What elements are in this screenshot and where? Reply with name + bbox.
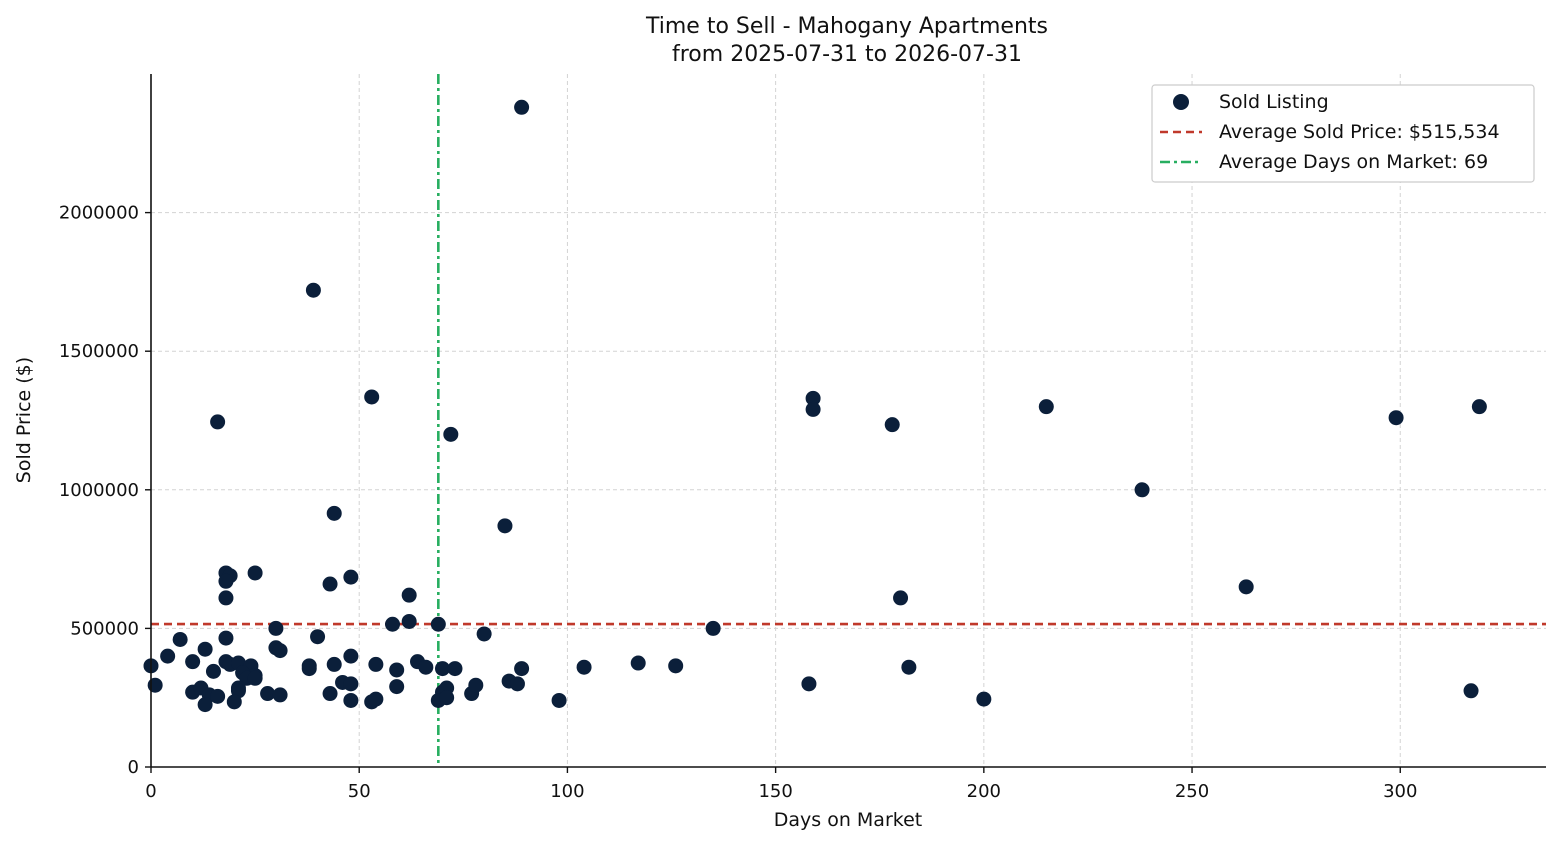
- data-points: [143, 99, 1487, 713]
- y-tick-label: 1000000: [59, 480, 139, 501]
- data-point: [322, 686, 338, 702]
- data-point: [576, 659, 592, 675]
- data-point: [401, 587, 417, 603]
- y-tick-label: 500000: [70, 618, 139, 639]
- legend: Sold Listing Average Sold Price: $515,53…: [1151, 84, 1535, 183]
- axes: [145, 74, 1546, 773]
- data-point: [147, 677, 163, 693]
- data-point: [476, 626, 492, 642]
- legend-marker-sold-listing: [1173, 94, 1189, 110]
- data-point: [1463, 683, 1479, 699]
- data-point: [343, 692, 359, 708]
- data-point: [364, 389, 380, 405]
- data-point: [368, 691, 384, 707]
- y-tick-label: 1500000: [59, 341, 139, 362]
- data-point: [160, 648, 176, 664]
- data-point: [976, 691, 992, 707]
- data-point: [185, 654, 201, 670]
- data-point: [260, 686, 276, 702]
- data-point: [301, 661, 317, 677]
- data-point: [668, 658, 684, 674]
- data-point: [205, 663, 221, 679]
- chart-title: Time to Sell - Mahogany Apartments: [645, 14, 1048, 39]
- y-tick-label: 2000000: [59, 203, 139, 224]
- data-point: [884, 417, 900, 433]
- legend-box: [1151, 84, 1535, 183]
- data-point: [210, 688, 226, 704]
- data-point: [385, 616, 401, 632]
- data-point: [247, 565, 263, 581]
- data-point: [368, 656, 384, 672]
- data-point: [210, 414, 226, 430]
- data-point: [218, 573, 234, 589]
- data-point: [268, 620, 284, 636]
- x-tick-label: 150: [758, 781, 792, 802]
- data-point: [1471, 399, 1487, 415]
- data-point: [272, 643, 288, 659]
- y-axis-label: Sold Price ($): [13, 357, 35, 483]
- data-point: [497, 518, 513, 534]
- data-point: [418, 659, 434, 675]
- data-point: [805, 401, 821, 417]
- data-point: [172, 631, 188, 647]
- data-point: [343, 648, 359, 664]
- x-tick-label: 200: [967, 781, 1001, 802]
- data-point: [247, 670, 263, 686]
- chart-subtitle: from 2025-07-31 to 2026-07-31: [672, 42, 1022, 67]
- data-point: [447, 661, 463, 677]
- data-point: [434, 661, 450, 677]
- y-tick-label: 0: [128, 757, 139, 778]
- data-point: [322, 576, 338, 592]
- data-point: [389, 662, 405, 678]
- data-point: [226, 694, 242, 710]
- data-point: [551, 692, 567, 708]
- data-point: [197, 641, 213, 657]
- data-point: [1038, 399, 1054, 415]
- data-point: [1388, 410, 1404, 426]
- x-axis-label: Days on Market: [774, 809, 922, 831]
- data-point: [439, 690, 455, 706]
- data-point: [514, 99, 530, 115]
- data-point: [401, 613, 417, 629]
- data-point: [326, 656, 342, 672]
- data-point: [197, 697, 213, 713]
- data-point: [630, 655, 646, 671]
- data-point: [1238, 579, 1254, 595]
- data-point: [705, 620, 721, 636]
- data-point: [468, 677, 484, 693]
- x-tick-label: 50: [348, 781, 371, 802]
- data-point: [218, 630, 234, 646]
- data-point: [389, 679, 405, 695]
- x-tick-label: 100: [550, 781, 584, 802]
- reference-lines: [151, 74, 1546, 767]
- data-point: [893, 590, 909, 606]
- data-point: [430, 616, 446, 632]
- data-point: [326, 505, 342, 521]
- data-point: [901, 659, 917, 675]
- x-tick-label: 300: [1383, 781, 1417, 802]
- data-point: [1134, 482, 1150, 498]
- data-point: [272, 687, 288, 703]
- legend-label-avg-price: Average Sold Price: $515,534: [1219, 121, 1500, 143]
- x-tick-label: 250: [1175, 781, 1209, 802]
- data-point: [805, 390, 821, 406]
- data-point: [514, 661, 530, 677]
- data-point: [509, 676, 525, 692]
- data-point: [305, 282, 321, 298]
- data-point: [310, 629, 326, 645]
- legend-label-sold-listing: Sold Listing: [1219, 91, 1329, 113]
- data-point: [801, 676, 817, 692]
- data-point: [218, 590, 234, 606]
- data-point: [443, 426, 459, 442]
- data-point: [343, 569, 359, 585]
- data-point: [343, 676, 359, 692]
- tick-labels: 0 50 100 150 200 250 300 0 500000 1000000 1500000 2…: [59, 203, 1418, 802]
- x-tick-label: 0: [145, 781, 156, 802]
- legend-label-avg-days: Average Days on Market: 69: [1219, 151, 1488, 173]
